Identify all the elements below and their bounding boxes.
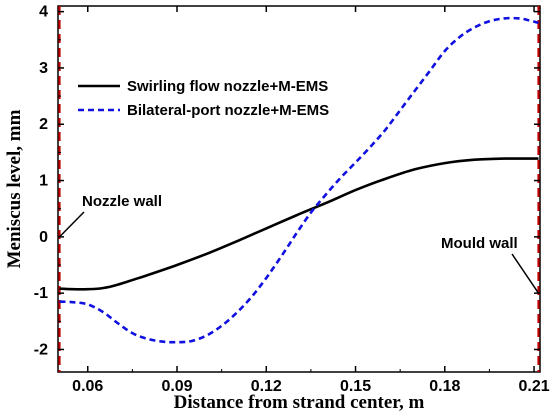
y-tick-label: 1 bbox=[39, 173, 48, 190]
legend: Swirling flow nozzle+M-EMS Bilateral-por… bbox=[78, 78, 329, 119]
y-tick-label: 0 bbox=[39, 229, 48, 246]
plot-area bbox=[57, 5, 541, 373]
series-line-swirling bbox=[59, 157, 539, 291]
plot-frame bbox=[57, 5, 541, 373]
annotation-nozzle-wall: Nozzle wall bbox=[82, 193, 162, 210]
x-axis-title: Distance from strand center, m bbox=[174, 392, 425, 413]
y-tick-label: 2 bbox=[39, 116, 48, 133]
y-tick-label: -2 bbox=[34, 341, 48, 358]
legend-label-bilateral: Bilateral-port nozzle+M-EMS bbox=[127, 102, 329, 119]
x-tick-label: 0.21 bbox=[518, 378, 549, 395]
x-tick-label: 0.09 bbox=[161, 378, 192, 395]
x-tick-label: 0.06 bbox=[72, 378, 103, 395]
x-tick-label: 0.12 bbox=[251, 378, 282, 395]
y-tick-label: 4 bbox=[39, 4, 48, 21]
x-tick-label: 0.15 bbox=[340, 378, 371, 395]
y-tick-label: -1 bbox=[34, 285, 48, 302]
annotation-mould-wall: Mould wall bbox=[441, 235, 518, 252]
annotation-pointer-nozzle bbox=[58, 211, 85, 238]
series-layer bbox=[59, 16, 539, 344]
series-line-bilateral bbox=[59, 16, 539, 344]
x-tick-label: 0.18 bbox=[429, 378, 460, 395]
y-tick-label: 3 bbox=[39, 60, 48, 77]
reference-lines bbox=[58, 6, 540, 372]
y-axis-title: Meniscus level, mm bbox=[4, 109, 25, 268]
annotation-pointer-mould bbox=[511, 253, 540, 294]
legend-label-swirling: Swirling flow nozzle+M-EMS bbox=[127, 78, 328, 95]
ticks-layer: 0.06 0.09 0.12 0.15 0.18 0.21 -2 -1 0 1 2 3 4 bbox=[34, 4, 550, 395]
annotations: Nozzle wall Mould wall bbox=[58, 193, 540, 294]
